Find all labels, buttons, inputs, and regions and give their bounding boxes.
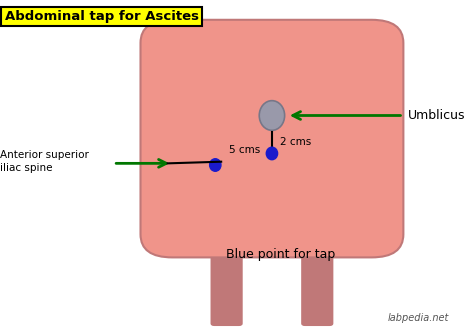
Text: 2 cms: 2 cms	[280, 137, 311, 147]
Ellipse shape	[266, 147, 278, 160]
Text: 5 cms: 5 cms	[229, 145, 260, 155]
Text: Anterior superior
iliac spine: Anterior superior iliac spine	[0, 150, 89, 173]
Text: Umblicus: Umblicus	[408, 109, 465, 122]
FancyBboxPatch shape	[210, 235, 243, 326]
Text: Blue point for tap: Blue point for tap	[227, 248, 336, 261]
Text: labpedia.net: labpedia.net	[387, 314, 449, 323]
FancyBboxPatch shape	[140, 20, 403, 257]
Ellipse shape	[210, 159, 221, 171]
Text: Abdominal tap for Ascites: Abdominal tap for Ascites	[5, 10, 199, 23]
FancyBboxPatch shape	[301, 235, 333, 326]
Ellipse shape	[259, 101, 284, 130]
